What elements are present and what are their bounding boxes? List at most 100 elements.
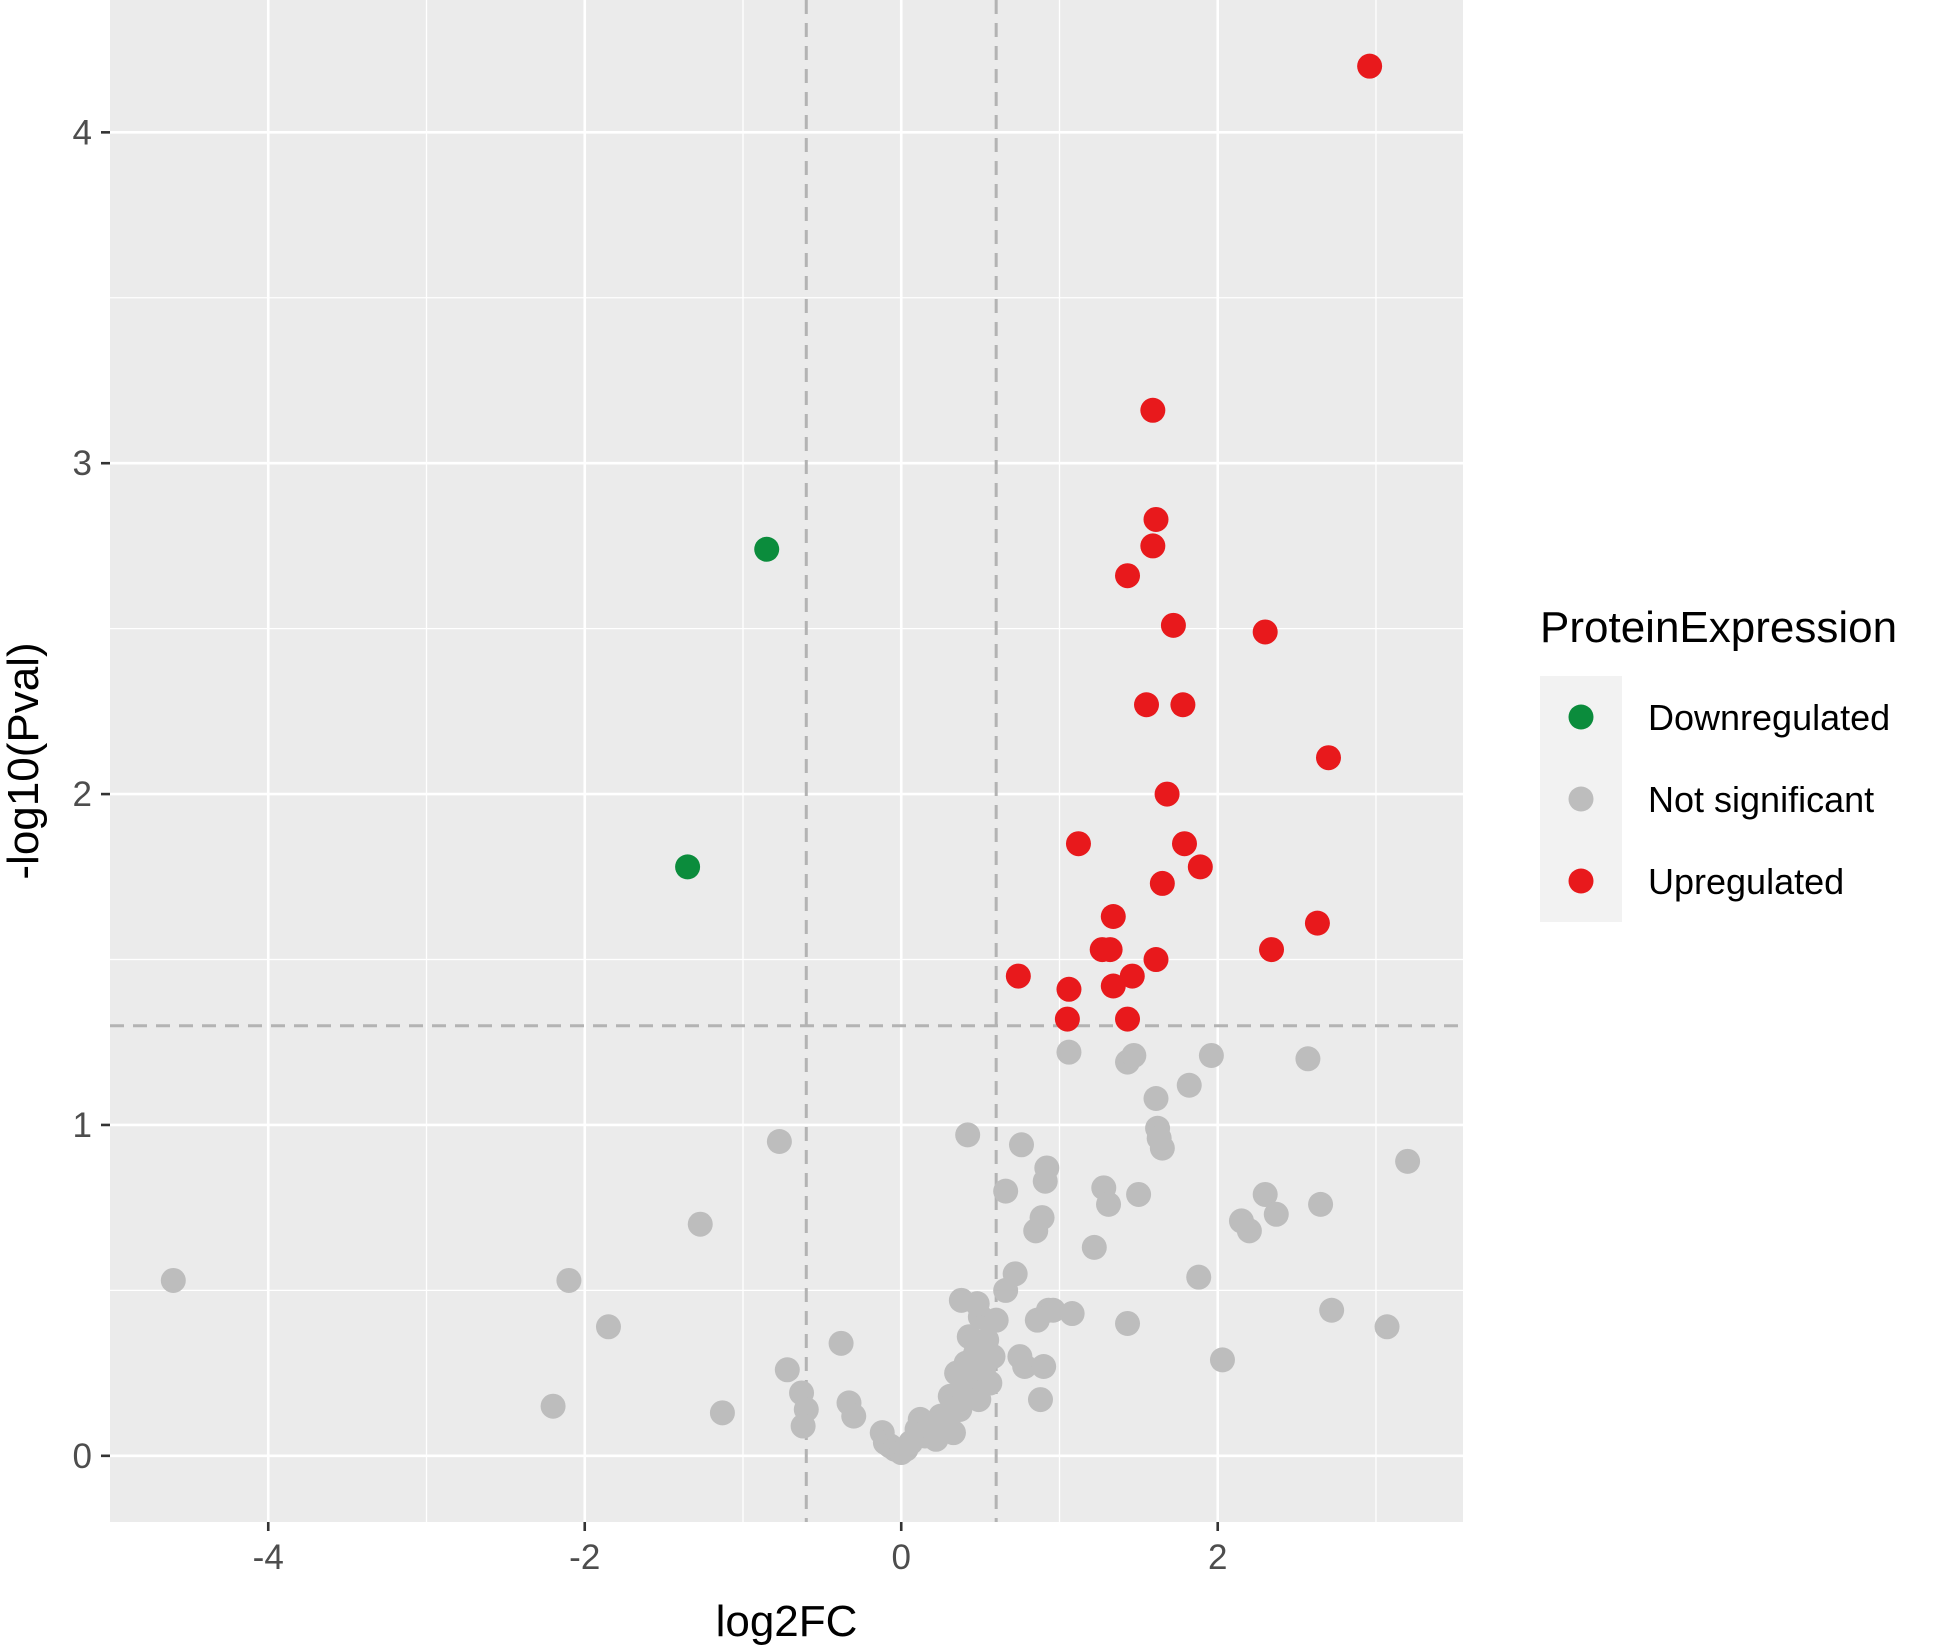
legend-key-downregulated [1568,704,1594,730]
point-not-significant [940,1420,966,1446]
major-gridlines [110,0,1463,1522]
point-not-significant [1143,1085,1169,1111]
point-not-significant [1056,1039,1082,1065]
legend-label-upregulated: Upregulated [1648,861,1844,902]
point-upregulated [1115,563,1141,589]
point-downregulated [675,854,701,880]
point-upregulated [1143,947,1169,973]
point-not-significant [1126,1181,1152,1207]
y-tick-label: 0 [73,1437,92,1476]
point-upregulated [1171,831,1197,857]
point-not-significant [1121,1042,1147,1068]
point-not-significant [1027,1387,1053,1413]
y-tick-label: 1 [73,1106,92,1145]
point-upregulated [1065,831,1091,857]
legend-key-not-significant [1568,786,1594,812]
plot-panel [110,0,1463,1522]
point-not-significant [766,1129,792,1154]
point-upregulated [1140,397,1166,423]
point-not-significant [1209,1347,1235,1373]
point-upregulated [1140,533,1166,559]
data-points [160,53,1421,1466]
point-not-significant [1031,1353,1057,1379]
legend-entries: Downregulated Not significant Upregulated [1568,697,1890,902]
point-not-significant [1040,1297,1066,1323]
point-not-significant [977,1370,1003,1396]
point-not-significant [687,1211,713,1237]
point-not-significant [1115,1310,1141,1336]
point-not-significant [1059,1301,1085,1327]
point-not-significant [1319,1297,1345,1323]
point-not-significant [1395,1148,1421,1174]
point-upregulated [1143,506,1169,532]
legend-title: ProteinExpression [1540,603,1897,652]
y-axis-title: -log10(Pval) [0,642,48,879]
point-not-significant [1008,1132,1034,1158]
point-not-significant [983,1307,1009,1333]
point-not-significant [709,1400,735,1426]
point-not-significant [1002,1261,1028,1287]
point-upregulated [1259,937,1285,963]
point-upregulated [1119,963,1145,989]
point-upregulated [1187,854,1213,880]
point-upregulated [1154,781,1180,807]
point-not-significant [964,1291,990,1317]
point-not-significant [1252,1181,1278,1207]
x-tick-label: -4 [253,1538,284,1577]
point-upregulated [1097,937,1123,963]
point-not-significant [790,1413,816,1439]
x-axis: -4 -2 0 2 [253,1522,1227,1577]
point-upregulated [1149,870,1175,896]
point-not-significant [947,1397,973,1423]
point-upregulated [1100,973,1126,999]
point-upregulated [1134,692,1160,718]
x-tick-label: 0 [891,1538,910,1577]
point-upregulated [1100,904,1126,930]
y-axis: 0 1 2 3 4 [73,113,110,1476]
point-upregulated [1304,910,1330,936]
point-downregulated [754,536,780,562]
point-upregulated [1160,612,1186,638]
point-not-significant [993,1178,1019,1204]
point-upregulated [1170,692,1196,718]
point-not-significant [1198,1042,1224,1068]
point-not-significant [955,1122,981,1148]
point-not-significant [540,1393,566,1419]
x-tick-label: -2 [569,1538,600,1577]
point-upregulated [1357,53,1383,79]
point-not-significant [1176,1072,1202,1098]
point-not-significant [1012,1353,1038,1379]
point-not-significant [1081,1234,1107,1260]
minor-gridlines [110,0,1463,1522]
point-not-significant [1295,1046,1321,1072]
legend-label-downregulated: Downregulated [1648,697,1890,738]
point-not-significant [1149,1135,1175,1161]
y-tick-label: 2 [73,775,92,814]
point-upregulated [1252,619,1278,645]
point-not-significant [980,1344,1006,1370]
legend-label-not-significant: Not significant [1648,779,1874,820]
point-not-significant [1096,1191,1122,1217]
point-not-significant [1374,1314,1400,1340]
point-upregulated [1056,976,1082,1002]
point-not-significant [1029,1205,1055,1231]
point-not-significant [1236,1218,1262,1244]
legend-key-upregulated [1568,868,1594,894]
point-not-significant [595,1314,621,1340]
x-tick-label: 2 [1208,1538,1227,1577]
point-upregulated [1005,963,1031,989]
threshold-lines [110,0,1463,1522]
point-not-significant [841,1403,867,1429]
point-upregulated [1315,745,1341,771]
point-not-significant [774,1357,800,1383]
y-tick-label: 4 [73,113,92,152]
point-not-significant [1034,1155,1060,1181]
point-not-significant [1308,1191,1334,1217]
point-not-significant [556,1267,582,1293]
point-not-significant [1186,1264,1212,1290]
point-not-significant [828,1330,854,1356]
x-axis-title: log2FC [716,1597,858,1646]
point-upregulated [1115,1006,1141,1032]
point-not-significant [1263,1201,1289,1227]
